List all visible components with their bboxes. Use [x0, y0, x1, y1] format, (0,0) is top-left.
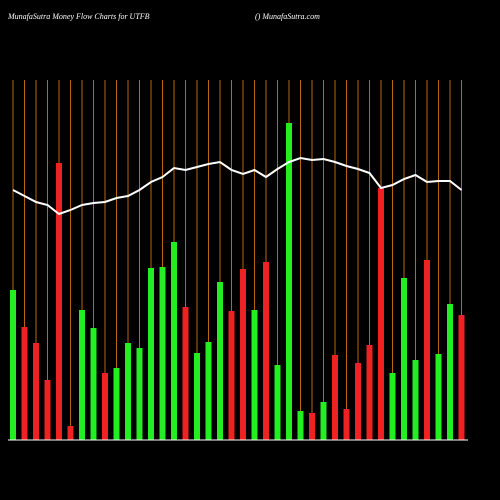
bar: [297, 411, 304, 440]
bar: [263, 262, 269, 440]
bar: [332, 355, 338, 440]
bar: [21, 327, 28, 440]
bar: [125, 343, 131, 440]
bar: [205, 342, 212, 440]
bar: [378, 188, 384, 440]
bar: [136, 348, 143, 440]
bar: [240, 269, 246, 440]
bar: [56, 163, 62, 440]
bar: [194, 353, 200, 440]
bar: [33, 343, 39, 440]
bar: [447, 304, 453, 440]
bar: [217, 282, 223, 440]
chart-title: MunafaSutra Money Flow Charts for UTFB: [7, 12, 150, 21]
bar: [148, 268, 154, 440]
bar: [309, 413, 315, 440]
bar: [435, 354, 442, 440]
bar: [286, 123, 292, 440]
bar: [412, 360, 419, 440]
bar: [389, 373, 396, 440]
bar: [90, 328, 97, 440]
bar: [113, 368, 120, 440]
bar: [67, 426, 74, 440]
bar: [102, 373, 108, 440]
bar: [44, 380, 51, 440]
money-flow-line: [12, 156, 463, 216]
bar: [320, 402, 327, 440]
bar: [274, 365, 281, 440]
bar: [171, 242, 177, 440]
bar: [251, 310, 258, 440]
bar: [343, 409, 350, 440]
bar: [401, 278, 407, 440]
bar: [355, 363, 361, 440]
bar: [159, 267, 166, 440]
bar: [228, 311, 235, 440]
bar: [458, 315, 465, 440]
bar: [10, 290, 16, 440]
bar: [79, 310, 85, 440]
bar: [366, 345, 373, 440]
bar: [424, 260, 430, 440]
chart-subtitle: () MunafaSutra.com: [255, 12, 320, 21]
bar: [182, 307, 189, 440]
